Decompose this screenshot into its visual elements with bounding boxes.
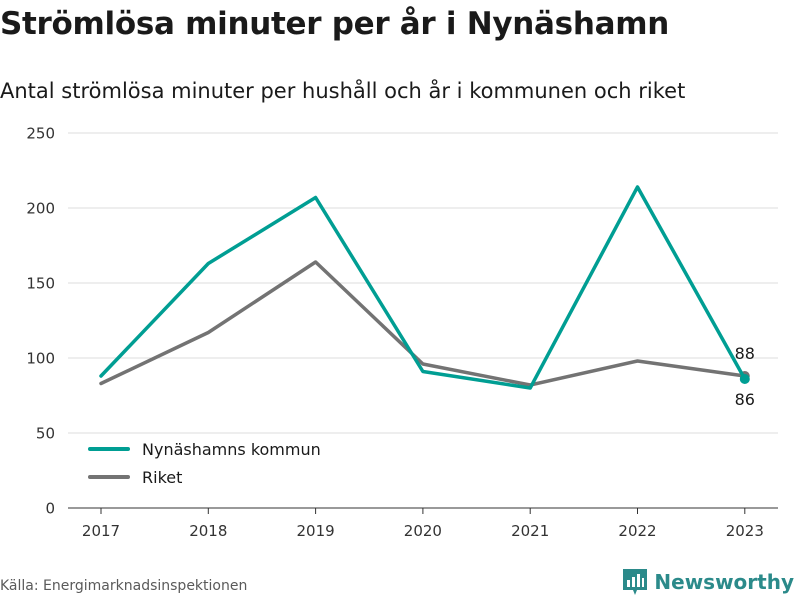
legend: Nynäshamns kommun Riket	[88, 440, 321, 487]
x-tick-label: 2022	[618, 522, 656, 540]
x-axis-tick-labels: 2017 2018 2019 2020 2021 2022 2023	[82, 522, 764, 540]
y-tick-label: 50	[36, 425, 55, 443]
chart-subtitle: Antal strömlösa minuter per hushåll och …	[0, 79, 686, 103]
series-lines	[99, 185, 750, 390]
series-line	[99, 260, 747, 387]
x-tick-label: 2020	[404, 522, 442, 540]
data-label: 86	[735, 390, 755, 409]
legend-label: Nynäshamns kommun	[142, 440, 321, 459]
y-axis-tick-labels: 0 50 100 150 200 250	[26, 125, 55, 518]
x-tick-label: 2023	[726, 522, 764, 540]
y-tick-label: 100	[26, 350, 55, 368]
newsworthy-logo-icon	[623, 569, 648, 595]
y-tick-label: 150	[26, 275, 55, 293]
chart-title: Strömlösa minuter per år i Nynäshamn	[0, 6, 669, 42]
y-tick-label: 0	[45, 500, 55, 518]
brand-logo: Newsworthy	[622, 568, 794, 596]
data-label: 88	[735, 344, 755, 363]
x-tick-label: 2017	[82, 522, 120, 540]
series-end-point	[739, 374, 750, 384]
data-labels: 88 86	[735, 344, 755, 409]
legend-label: Riket	[142, 468, 182, 487]
x-tick-label: 2018	[189, 522, 227, 540]
x-tick-label: 2019	[297, 522, 335, 540]
y-tick-label: 250	[26, 125, 55, 143]
source-note: Källa: Energimarknadsinspektionen	[0, 578, 248, 594]
brand-name: Newsworthy	[654, 570, 794, 594]
x-tick-label: 2021	[511, 522, 549, 540]
series-line	[99, 185, 747, 390]
y-tick-label: 200	[26, 200, 55, 218]
grid-lines	[68, 132, 778, 514]
